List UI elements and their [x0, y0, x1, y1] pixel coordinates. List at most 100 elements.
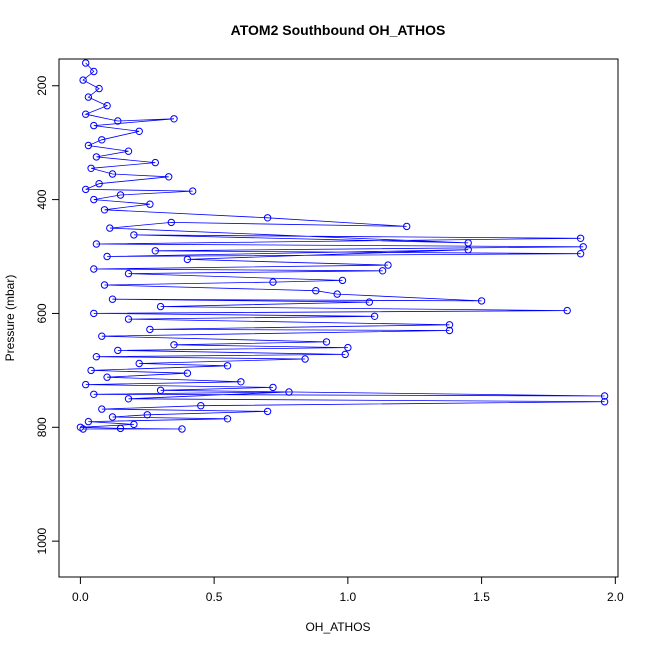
data-point	[151, 247, 160, 255]
data-point	[84, 93, 93, 101]
data-point	[135, 359, 143, 368]
data-point	[301, 355, 309, 363]
data-point	[477, 297, 486, 305]
x-tick-label: 0.0	[72, 590, 89, 604]
data-point	[124, 395, 133, 403]
data-point	[98, 405, 106, 413]
data-point	[322, 338, 331, 346]
data-point	[576, 234, 585, 243]
data-point	[84, 417, 93, 426]
y-tick-label: 600	[35, 303, 49, 323]
data-point	[124, 147, 133, 155]
data-point	[563, 306, 571, 315]
data-point	[170, 341, 178, 349]
y-axis-label: Pressure (mbar)	[3, 275, 17, 362]
data-point	[90, 121, 98, 130]
plot-area	[76, 59, 609, 433]
data-point	[92, 353, 101, 361]
y-tick-label: 1000	[35, 527, 49, 554]
data-point	[92, 153, 101, 161]
data-point	[143, 411, 152, 419]
data-point	[312, 287, 320, 295]
data-point	[237, 378, 245, 386]
data-point	[600, 392, 609, 400]
x-axis-label: OH_ATHOS	[305, 620, 370, 634]
data-point	[579, 243, 587, 251]
series-line	[80, 62, 605, 430]
data-point	[103, 102, 111, 110]
data-point	[263, 214, 272, 222]
data-point	[197, 402, 205, 410]
data-point	[165, 173, 173, 181]
data-point	[183, 369, 192, 377]
data-point	[116, 424, 125, 433]
data-point	[90, 195, 98, 204]
data-point	[108, 413, 117, 421]
x-tick-label: 0.5	[206, 590, 223, 604]
data-point	[130, 420, 138, 429]
data-point	[124, 315, 133, 323]
data-point	[98, 136, 106, 144]
data-point	[87, 164, 95, 173]
data-point	[445, 326, 454, 335]
x-tick-label: 2.0	[607, 590, 624, 604]
data-point	[269, 278, 277, 286]
data-point	[370, 312, 379, 320]
data-series	[76, 59, 609, 433]
data-point	[403, 222, 411, 231]
data-point	[116, 191, 125, 199]
data-point	[576, 250, 585, 258]
data-point	[384, 261, 392, 269]
chart-title: ATOM2 Southbound OH_ATHOS	[231, 22, 446, 38]
data-point	[178, 425, 186, 433]
data-point	[333, 290, 341, 298]
data-point	[464, 246, 472, 254]
data-point	[445, 321, 454, 329]
data-point	[87, 366, 95, 375]
data-point	[103, 252, 111, 261]
data-point	[183, 255, 192, 264]
data-point	[92, 240, 101, 248]
data-point	[114, 346, 122, 355]
data-point	[146, 200, 154, 208]
data-point	[90, 265, 98, 273]
y-axis: 200 400 600 800 1000	[35, 75, 59, 554]
data-point	[167, 218, 176, 227]
data-point	[100, 206, 109, 214]
data-point	[98, 332, 106, 340]
data-point	[156, 386, 165, 394]
plot-frame	[58, 58, 619, 578]
data-point	[156, 302, 165, 311]
data-point	[103, 373, 111, 381]
data-point	[341, 350, 349, 359]
data-point	[95, 84, 103, 93]
data-point	[82, 59, 90, 67]
y-tick-label: 200	[35, 75, 49, 95]
data-point	[365, 298, 373, 306]
data-point	[600, 398, 609, 406]
data-point	[338, 276, 347, 285]
data-point	[106, 224, 114, 232]
data-point	[269, 383, 277, 392]
data-point	[189, 187, 197, 195]
data-point	[100, 281, 109, 289]
data-point	[108, 170, 117, 178]
data-point	[84, 141, 93, 150]
data-point	[95, 180, 103, 188]
data-point	[223, 362, 232, 370]
data-point	[151, 158, 160, 167]
data-point	[130, 231, 138, 239]
data-point	[79, 425, 87, 433]
x-tick-label: 1.5	[473, 590, 490, 604]
data-point	[79, 76, 87, 84]
data-point	[90, 390, 98, 398]
data-point	[90, 67, 98, 76]
data-point	[82, 185, 90, 194]
data-point	[378, 267, 387, 275]
data-point	[82, 380, 90, 389]
y-tick-label: 400	[35, 189, 49, 209]
data-point	[124, 269, 133, 278]
y-tick-label: 800	[35, 417, 49, 437]
data-point	[170, 115, 178, 123]
